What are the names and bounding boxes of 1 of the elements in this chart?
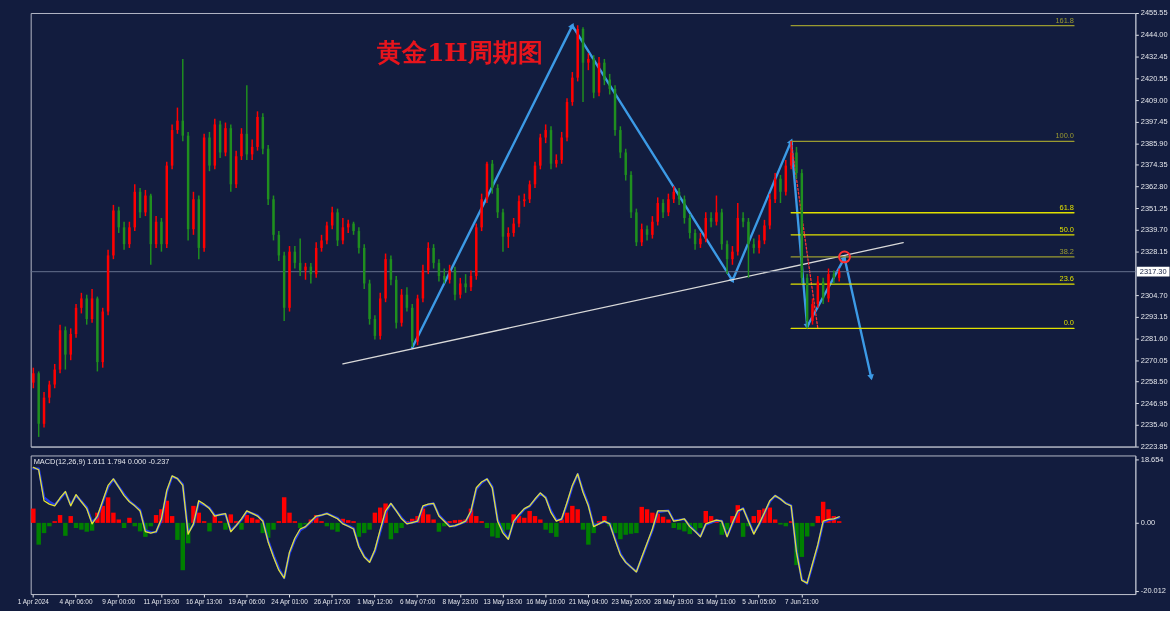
text: 黄金1H周期图: [376, 37, 543, 67]
